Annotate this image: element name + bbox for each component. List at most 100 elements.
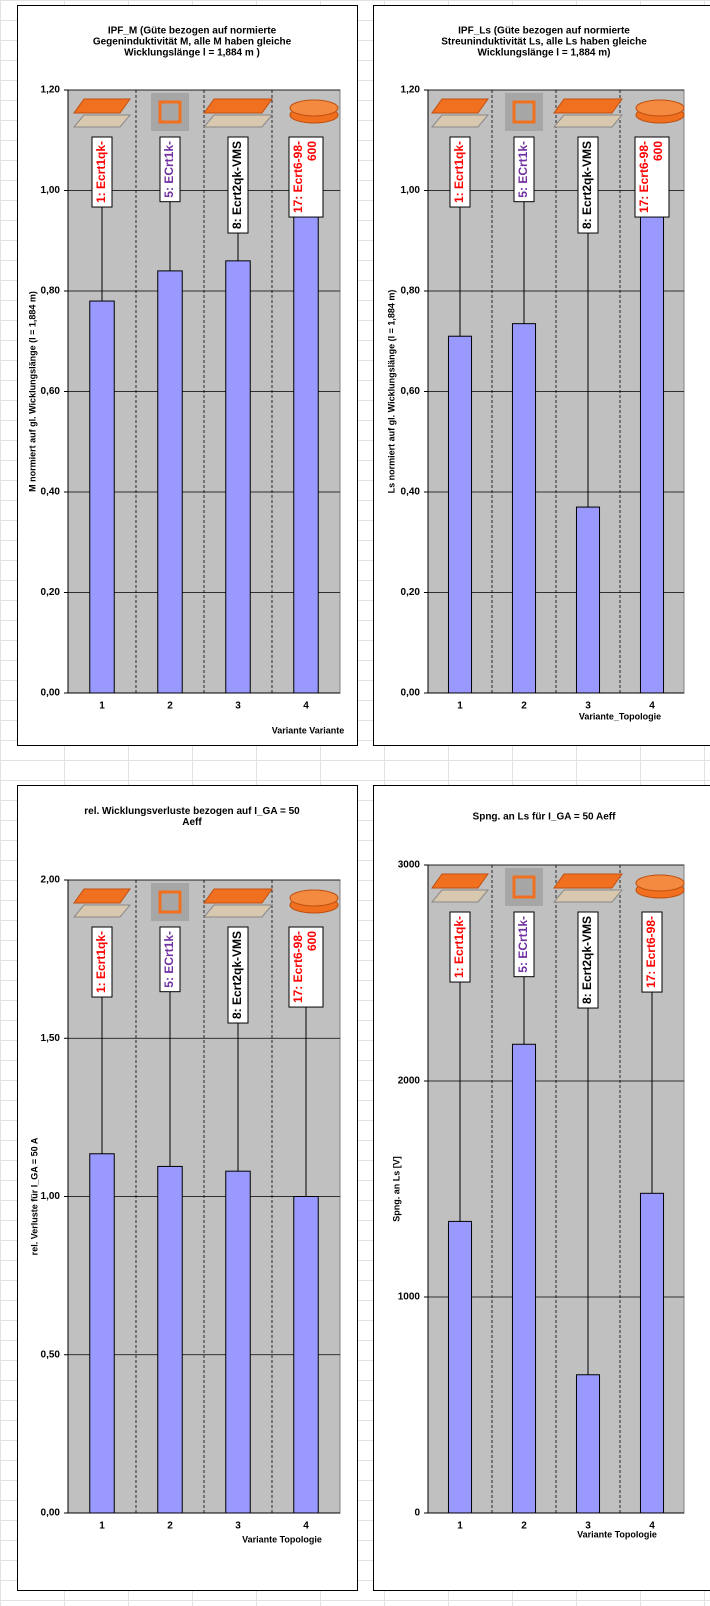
icon bbox=[636, 875, 684, 891]
y-tick-label: 0,40 bbox=[41, 487, 61, 498]
icon bbox=[290, 100, 338, 116]
chart-title: IPF_Ls (Güte bezogen auf normierte bbox=[458, 26, 630, 37]
x-tick-label: 3 bbox=[235, 1521, 241, 1532]
annotation: 5: ECrt1k- bbox=[160, 927, 180, 992]
annotation-text: 600 bbox=[305, 141, 319, 161]
x-tick-label: 4 bbox=[303, 701, 309, 712]
icon bbox=[74, 115, 130, 127]
chart: Spng. an Ls für I_GA = 50 Aeff0100020003… bbox=[374, 786, 710, 1591]
y-tick-label: 0,20 bbox=[41, 587, 61, 598]
y-tick-label: 0,80 bbox=[401, 286, 421, 297]
bar bbox=[448, 336, 471, 693]
icon bbox=[432, 890, 488, 902]
chart-title: rel. Wicklungsverluste bezogen auf I_GA … bbox=[84, 806, 300, 817]
x-tick-label: 1 bbox=[457, 701, 463, 712]
annotation: 17: Ecrt6-98-600 bbox=[635, 137, 669, 217]
annotation: 1: Ecrt1qk- bbox=[450, 137, 470, 207]
icon bbox=[554, 874, 622, 888]
y-axis-label: Ls normiert auf gl. Wicklungslänge (l = … bbox=[386, 290, 396, 494]
y-tick-label: 1,20 bbox=[401, 85, 421, 96]
icon bbox=[204, 905, 272, 917]
annotation-text: 5: ECrt1k- bbox=[516, 916, 530, 973]
icon bbox=[204, 115, 272, 127]
annotation-text: 600 bbox=[651, 141, 665, 161]
chart: rel. Wicklungsverluste bezogen auf I_GA … bbox=[18, 786, 358, 1591]
x-tick-label: 2 bbox=[167, 701, 173, 712]
y-tick-label: 0,00 bbox=[41, 688, 61, 699]
y-tick-label: 0,40 bbox=[401, 487, 421, 498]
bar bbox=[226, 261, 250, 693]
icon bbox=[432, 99, 488, 113]
annotation-text: 17: Ecrt6-98- bbox=[644, 916, 658, 988]
chart-title: Gegeninduktivität M, alle M haben gleich… bbox=[93, 37, 292, 48]
annotation-text: 17: Ecrt6-98- bbox=[291, 931, 305, 1003]
icon bbox=[204, 889, 272, 903]
y-tick-label: 1,20 bbox=[41, 85, 61, 96]
chart-title: Wicklungslänge l = 1,884 m ) bbox=[124, 48, 260, 59]
x-tick-label: 3 bbox=[235, 701, 241, 712]
annotation: 5: ECrt1k- bbox=[160, 137, 180, 202]
icon bbox=[554, 890, 622, 902]
annotation: 1: Ecrt1qk- bbox=[450, 912, 470, 982]
annotation-text: 17: Ecrt6-98- bbox=[637, 141, 651, 213]
annotation-text: 600 bbox=[305, 931, 319, 951]
annotation-text: 5: ECrt1k- bbox=[162, 141, 176, 198]
icon bbox=[74, 905, 130, 917]
sheet: IPF_M (Güte bezogen auf normierteGegenin… bbox=[0, 0, 710, 1606]
y-tick-label: 0,80 bbox=[41, 286, 61, 297]
bar bbox=[90, 301, 114, 693]
annotation-text: 5: ECrt1k- bbox=[516, 141, 530, 198]
icon bbox=[151, 883, 189, 921]
chart-title: Spng. an Ls für I_GA = 50 Aeff bbox=[473, 812, 617, 823]
bar bbox=[448, 1221, 471, 1513]
y-tick-label: 1000 bbox=[398, 1292, 421, 1303]
annotation: 1: Ecrt1qk- bbox=[92, 137, 112, 207]
annotation: 8: Ecrt2qk-VMS bbox=[578, 137, 598, 233]
chart-title: IPF_M (Güte bezogen auf normierte bbox=[108, 26, 277, 37]
y-tick-label: 0,20 bbox=[401, 587, 421, 598]
annotation: 5: ECrt1k- bbox=[514, 912, 534, 977]
bar bbox=[640, 191, 663, 694]
annotation: 8: Ecrt2qk-VMS bbox=[228, 137, 248, 233]
page: IPF_M (Güte bezogen auf normierteGegenin… bbox=[0, 0, 710, 1606]
annotation-text: 8: Ecrt2qk-VMS bbox=[580, 141, 594, 229]
chart-title: Wicklungslänge l = 1,884 m) bbox=[477, 48, 610, 59]
icon bbox=[554, 99, 622, 113]
annotation-text: 1: Ecrt1qk- bbox=[94, 931, 108, 993]
y-tick-label: 3000 bbox=[398, 860, 421, 871]
bar bbox=[226, 1171, 250, 1513]
y-tick-label: 0,00 bbox=[41, 1508, 61, 1519]
x-axis-label: Variante_Topologie bbox=[579, 711, 661, 721]
bar bbox=[512, 324, 535, 693]
x-tick-label: 1 bbox=[99, 1521, 105, 1532]
icon bbox=[505, 93, 543, 131]
x-tick-label: 2 bbox=[521, 1521, 527, 1532]
icon bbox=[204, 99, 272, 113]
icon bbox=[432, 115, 488, 127]
annotation-text: 8: Ecrt2qk-VMS bbox=[580, 916, 594, 1004]
bar bbox=[90, 1154, 114, 1513]
chart: IPF_Ls (Güte bezogen auf normierteStreun… bbox=[374, 6, 710, 746]
annotation-text: 1: Ecrt1qk- bbox=[452, 141, 466, 203]
icon bbox=[74, 99, 130, 113]
annotation-text: 1: Ecrt1qk- bbox=[452, 916, 466, 978]
x-axis-label: Variante Topologie bbox=[242, 1534, 322, 1544]
x-tick-label: 2 bbox=[167, 1521, 173, 1532]
chart: IPF_M (Güte bezogen auf normierteGegenin… bbox=[18, 6, 358, 746]
chart-title: Streuninduktivität Ls, alle Ls haben gle… bbox=[441, 37, 647, 48]
y-tick-label: 1,00 bbox=[401, 185, 421, 196]
annotation: 17: Ecrt6-98- bbox=[642, 912, 662, 992]
icon bbox=[554, 115, 622, 127]
annotation: 5: ECrt1k- bbox=[514, 137, 534, 202]
annotation-text: 8: Ecrt2qk-VMS bbox=[230, 931, 244, 1019]
annotation: 17: Ecrt6-98-600 bbox=[289, 927, 323, 1007]
bar bbox=[640, 1193, 663, 1513]
y-axis-label: M normiert auf gl. Wicklungslänge (l = 1… bbox=[27, 291, 37, 492]
x-tick-label: 4 bbox=[649, 1521, 655, 1532]
y-tick-label: 2000 bbox=[398, 1076, 421, 1087]
bar bbox=[576, 507, 599, 693]
y-tick-label: 0,60 bbox=[401, 386, 421, 397]
y-tick-label: 0,00 bbox=[401, 688, 421, 699]
y-tick-label: 0,50 bbox=[41, 1349, 61, 1360]
x-tick-label: 1 bbox=[457, 1521, 463, 1532]
